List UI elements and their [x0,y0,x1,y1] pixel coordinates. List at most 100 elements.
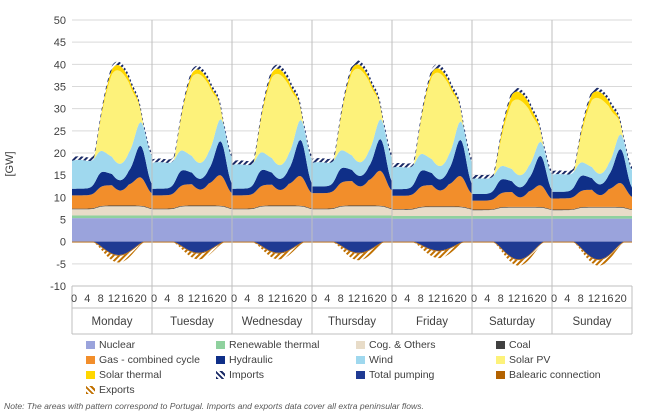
legend-item: Hydraulic [216,353,273,366]
area-renewable-thermal [472,215,552,219]
legend-swatch [216,355,225,364]
area-coal [152,205,232,210]
y-tick-label: 50 [54,15,66,27]
legend-label: Wind [369,353,393,366]
x-tick-label: 8 [258,293,264,305]
y-tick-label: 40 [54,59,66,71]
area-cog-others [552,207,632,216]
x-tick-label: 12 [188,293,200,305]
day-label: Thursday [328,316,376,328]
area-renewable-thermal [392,215,472,219]
area-hydraulic [232,139,312,196]
area-exports [472,242,552,266]
y-tick-label: 10 [54,192,66,204]
legend-swatch [86,385,95,394]
area-cog-others [312,206,392,216]
area-cog-others [232,206,312,216]
area-solar-pv [72,70,152,164]
area-coal [392,206,472,210]
area-gas-combined-cycle [392,176,472,210]
legend-label: Cog. & Others [369,338,436,351]
area-solar-thermal [72,65,152,162]
legend-item: Renewable thermal [216,338,319,351]
x-tick-label: 0 [311,293,317,305]
area-solar-pv [152,73,232,163]
area-solar-pv [232,73,312,166]
x-tick-label: 4 [404,293,410,305]
area-exports [312,242,392,261]
y-tick-label: 30 [54,104,66,116]
x-tick-label: 20 [615,293,627,305]
x-tick-label: 12 [588,293,600,305]
area-wind [312,119,392,187]
legend-item: Coal [496,338,531,351]
area-exports [72,242,152,263]
area-wind [232,119,312,189]
x-tick-label: 12 [348,293,360,305]
area-coal [232,205,312,210]
area-hydraulic [472,155,552,201]
area-nuclear [72,218,152,242]
legend-label: Solar thermal [99,368,162,381]
area-total-pumping [152,241,232,253]
x-tick-label: 20 [135,293,147,305]
day-label: Saturday [489,316,535,328]
area-total-pumping [552,241,632,260]
legend-label: Balearic connection [509,368,601,381]
area-gas-combined-cycle [312,170,392,209]
y-tick-label: 45 [54,37,66,49]
x-tick-label: 12 [428,293,440,305]
area-hydraulic [552,148,632,199]
x-tick-label: 8 [338,293,344,305]
day-label: Wednesday [242,316,303,328]
x-tick-label: 16 [601,293,613,305]
area-nuclear [472,218,552,242]
area-hydraulic [152,141,232,196]
x-tick-label: 16 [521,293,533,305]
legend-swatch [356,355,365,364]
area-coal [312,205,392,210]
area-gas-combined-cycle [72,177,152,209]
area-cog-others [392,207,472,216]
legend-item: Exports [86,383,135,396]
area-coal [72,205,152,210]
area-renewable-thermal [552,215,632,219]
area-total-pumping [232,241,312,253]
legend-item: Imports [216,368,264,381]
legend-swatch [356,340,365,349]
y-tick-label: -5 [56,259,66,271]
area-solar-pv [472,99,552,179]
x-tick-label: 16 [361,293,373,305]
legend-swatch [86,340,95,349]
footnote: Note: The areas with pattern correspond … [4,401,424,411]
legend-label: Imports [229,368,265,381]
x-tick-label: 8 [578,293,584,305]
x-tick-label: 8 [498,293,504,305]
legend-label: Nuclear [99,338,136,351]
area-cog-others [472,207,552,216]
legend-label: Gas - combined cycle [99,353,200,366]
day-label: Tuesday [170,316,214,328]
legend-label: Exports [99,383,135,396]
area-nuclear [552,218,632,242]
area-nuclear [312,218,392,242]
x-tick-label: 20 [455,293,467,305]
legend-swatch [356,370,365,379]
legend-item: Cog. & Others [356,338,436,351]
y-tick-label: 0 [60,237,66,249]
series-areas [72,60,632,266]
x-tick-label: 0 [71,293,77,305]
x-tick-label: 16 [201,293,213,305]
legend-item: Solar thermal [86,368,161,381]
x-tick-label: 20 [375,293,387,305]
x-tick-label: 4 [484,293,490,305]
x-tick-label: 0 [231,293,237,305]
x-tick-label: 4 [564,293,570,305]
legend-item: Nuclear [86,338,135,351]
y-tick-label: 35 [54,82,66,94]
y-tick-label: 20 [54,148,66,160]
x-tick-label: 0 [551,293,557,305]
area-wind [152,119,232,189]
area-gas-combined-cycle [152,175,232,209]
